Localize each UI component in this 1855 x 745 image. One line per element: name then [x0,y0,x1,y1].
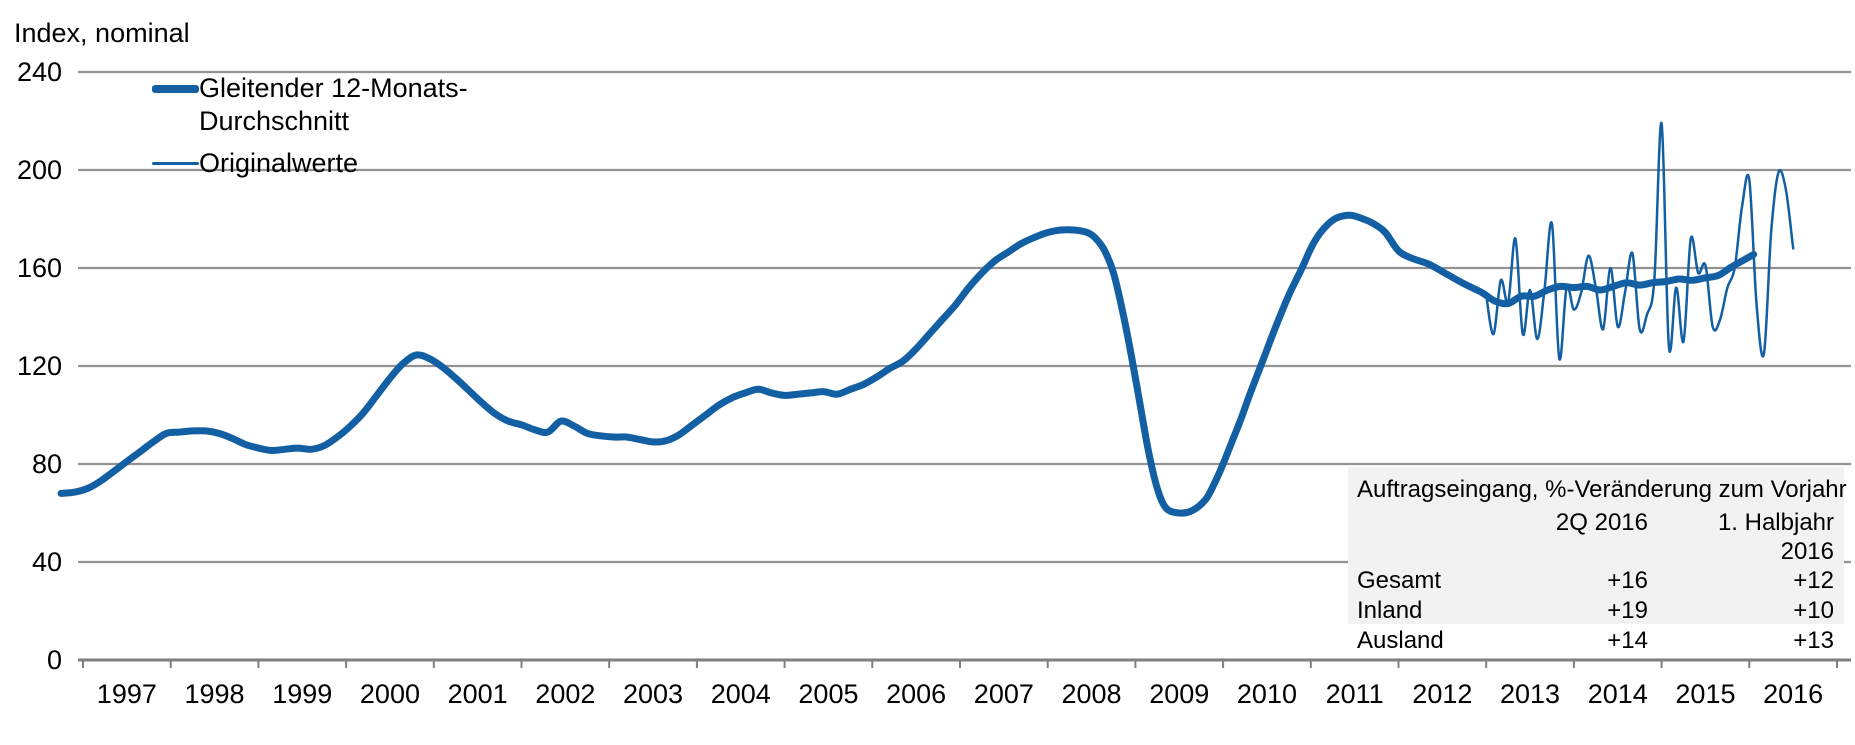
x-tick-label: 2014 [1588,679,1648,709]
row-label: Inland [1357,597,1423,624]
y-axis-title: Index, nominal [14,18,190,48]
y-tick-label: 160 [17,253,62,283]
legend-item-moving-average: Gleitender 12-Monats-Durchschnitt [152,72,489,138]
x-tick-label: 2005 [798,679,858,709]
series-original-values [1484,121,1795,361]
y-tick-label: 80 [32,449,62,479]
x-tick-label: 2009 [1149,679,1209,709]
table-header-h1: 1. Halbjahr 2016 [1717,509,1834,565]
x-tick-label: 2013 [1500,679,1560,709]
x-tick-label: 2004 [711,679,771,709]
x-tick-label: 2007 [974,679,1034,709]
x-tick-label: 1998 [185,679,245,709]
legend-label-original-values: Originalwerte [199,148,359,178]
row-h1-value: +12 [1793,567,1834,594]
x-tick-label: 2003 [623,679,683,709]
x-tick-label: 2016 [1763,679,1823,709]
y-tick-label: 240 [17,57,62,87]
thick-line-swatch [152,85,199,93]
x-tick-label: 2008 [1062,679,1122,709]
x-tick-label: 1999 [272,679,332,709]
table-header-q2: 2Q 2016 [1555,509,1648,536]
row-h1-value: +13 [1793,627,1834,654]
table-title: Auftragseingang, %-Veränderung zum Vorja… [1357,476,1847,503]
row-q2-value: +16 [1607,567,1648,594]
table-header-empty [1348,508,1498,566]
table-header-row: 2Q 2016 1. Halbjahr 2016 [1348,508,1844,566]
y-tick-label: 0 [47,645,62,675]
x-tick-label: 2001 [448,679,508,709]
series-moving-average [57,211,1758,517]
x-tick-label: 2002 [535,679,595,709]
table-row-gesamt: Gesamt +16 +12 [1348,566,1844,596]
x-tick-label: 2006 [886,679,946,709]
legend-item-original-values: Originalwerte [152,147,489,180]
x-tick-label: 2015 [1675,679,1735,709]
thin-line-swatch [152,162,199,165]
y-tick-label: 120 [17,351,62,381]
table-row-ausland: Ausland +14 +13 [1348,626,1844,656]
x-tick-label: 1997 [97,679,157,709]
x-tick-label: 2012 [1412,679,1472,709]
row-q2-value: +19 [1607,597,1648,624]
x-tick-label: 2000 [360,679,420,709]
legend: Gleitender 12-Monats-Durchschnitt Origin… [152,72,489,189]
x-tick-label: 2010 [1237,679,1297,709]
y-tick-label: 200 [17,155,62,185]
row-label: Ausland [1357,627,1444,654]
row-h1-value: +10 [1793,597,1834,624]
table-row-inland: Inland +19 +10 [1348,596,1844,626]
legend-label-moving-average: Gleitender 12-Monats-Durchschnitt [199,73,468,136]
x-tick-label: 2011 [1326,679,1384,709]
y-tick-label: 40 [32,547,62,577]
row-q2-value: +14 [1607,627,1648,654]
row-label: Gesamt [1357,567,1442,594]
orders-change-table: Auftragseingang, %-Veränderung zum Vorja… [1348,467,1847,654]
